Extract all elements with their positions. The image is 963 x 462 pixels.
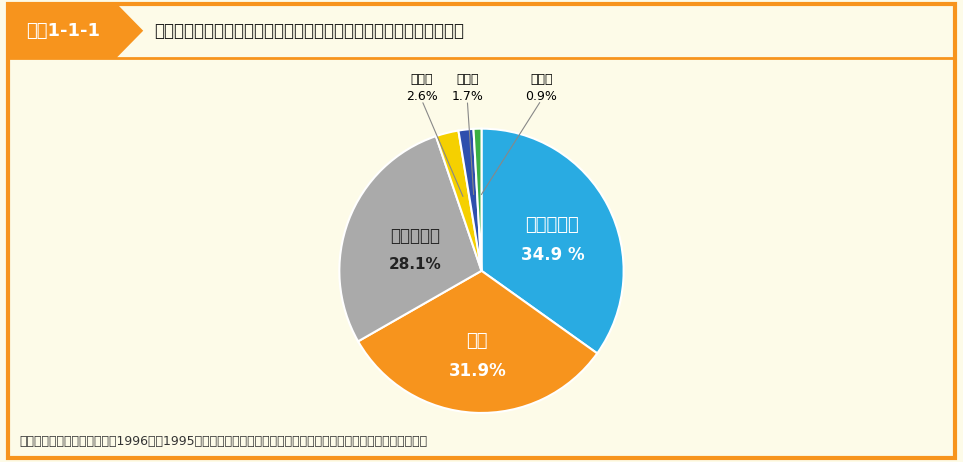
Text: 通行人: 通行人 [410,73,433,86]
Text: 阪神・淡路大震災における生き埋めや閉じ込められた際の救助主体等: 阪神・淡路大震災における生き埋めや閉じ込められた際の救助主体等 [155,22,464,40]
Wedge shape [482,128,624,353]
Wedge shape [339,136,482,341]
Text: 34.9 %: 34.9 % [521,246,585,264]
Text: 図表1-1-1: 図表1-1-1 [26,22,99,40]
Wedge shape [358,271,597,413]
Polygon shape [117,4,143,58]
Text: 31.9%: 31.9% [449,362,507,380]
Text: 2.6%: 2.6% [406,90,437,103]
Text: 家族: 家族 [466,332,488,350]
Text: 1.7%: 1.7% [452,90,483,103]
Wedge shape [436,131,482,271]
Wedge shape [474,128,482,271]
Text: 出典：（社）日本火災学会（1996）「1995年兵庫県南部地震における火災に関する調査報告書」より内閣府作成: 出典：（社）日本火災学会（1996）「1995年兵庫県南部地震における火災に関す… [19,435,428,449]
Text: 友人・隣人: 友人・隣人 [390,227,440,245]
Wedge shape [458,129,482,271]
FancyBboxPatch shape [8,4,117,58]
Text: 自力で脱出: 自力で脱出 [526,216,579,234]
Text: 0.9%: 0.9% [525,90,558,103]
Text: 救助隊: 救助隊 [456,73,479,86]
Text: その他: その他 [530,73,553,86]
Text: 28.1%: 28.1% [389,256,442,272]
